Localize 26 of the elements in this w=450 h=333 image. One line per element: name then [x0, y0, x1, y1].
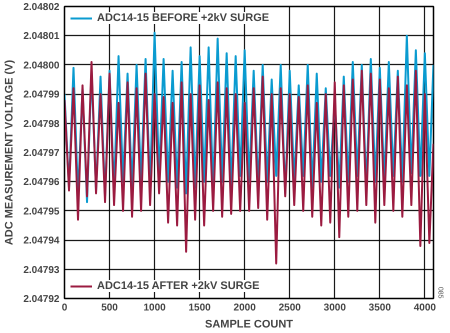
y-tick-label: 2.04799 [23, 90, 60, 101]
x-tick-label: 1000 [143, 302, 166, 314]
legend-label: ADC14-15 AFTER +2kV SURGE [97, 280, 260, 292]
x-axis-title: SAMPLE COUNT [205, 318, 294, 330]
y-tick-label: 2.04800 [23, 60, 60, 72]
y-tick-label: 2.04797 [23, 148, 60, 159]
x-tick-label: 0 [62, 302, 68, 314]
y-tick-label: 2.04801 [23, 31, 60, 42]
x-tick-label: 2000 [234, 302, 256, 314]
y-tick-label: 2.04793 [23, 264, 60, 276]
legend-label: ADC14-15 BEFORE +2kV SURGE [97, 12, 270, 24]
line-series [64, 32, 434, 204]
y-tick-label: 2.04794 [23, 236, 60, 247]
x-tick-label: 4000 [414, 302, 436, 314]
x-tick-label: 2500 [278, 302, 302, 314]
y-tick-label: 2.04792 [23, 294, 60, 305]
x-tick-label: 3500 [368, 302, 392, 314]
y-tick-label: 2.04795 [23, 206, 60, 218]
y-axis-title: ADC MEASUREMENT VOLTAGE (V) [3, 59, 16, 246]
y-tick-label: 2.04796 [23, 177, 60, 188]
x-tick-label: 1500 [188, 302, 212, 314]
x-tick-label: 500 [101, 302, 118, 314]
y-tick-label: 2.04802 [23, 2, 60, 13]
line-series [64, 60, 434, 264]
y-tick-label: 2.04798 [23, 118, 60, 130]
x-tick-label: 3000 [324, 302, 346, 314]
